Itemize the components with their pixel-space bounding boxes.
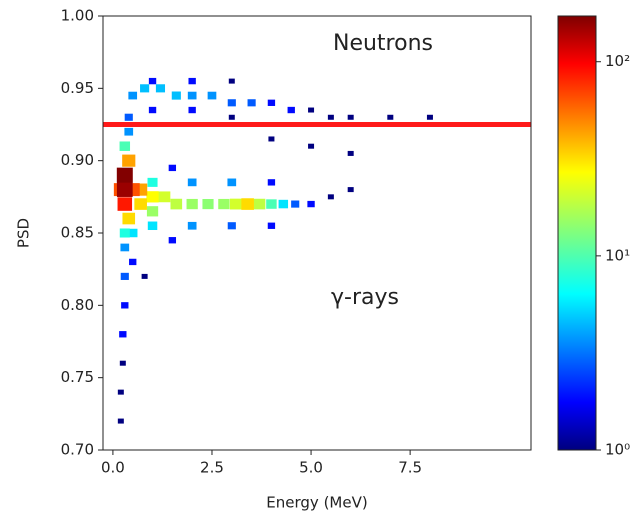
x-axis-label: Energy (MeV)	[266, 494, 367, 512]
colorbar-tick-label: 10²	[605, 52, 630, 70]
colorbar	[558, 16, 596, 450]
cell	[253, 198, 266, 210]
cell	[148, 106, 157, 114]
cell	[141, 273, 148, 279]
cell	[287, 106, 295, 114]
cell	[127, 228, 138, 238]
cell	[187, 91, 197, 100]
cell	[278, 199, 289, 209]
cell	[387, 114, 394, 120]
cell	[266, 199, 277, 209]
cell	[170, 198, 183, 210]
plot-frame	[102, 15, 532, 451]
colorbar-tick-label: 10⁰	[605, 441, 630, 459]
cell	[146, 206, 159, 217]
cell	[291, 200, 300, 208]
cell	[207, 91, 217, 100]
cell	[119, 360, 126, 366]
cell	[347, 187, 354, 193]
cell	[171, 91, 181, 100]
cell	[227, 178, 237, 187]
cell	[227, 222, 236, 230]
cell	[119, 141, 131, 151]
cell	[268, 136, 275, 142]
cell	[186, 198, 198, 210]
cell	[218, 198, 230, 210]
cell	[128, 91, 138, 100]
cell	[119, 331, 127, 338]
x-tick-label: 7.5	[398, 459, 422, 477]
colorbar-tick-label: 10¹	[605, 246, 630, 264]
cell	[327, 194, 334, 200]
cell	[188, 106, 196, 114]
cell	[228, 78, 235, 84]
cell	[117, 197, 133, 211]
cell	[147, 177, 158, 187]
cell	[188, 77, 196, 85]
cell	[146, 191, 159, 203]
cell	[267, 179, 276, 186]
cell	[187, 178, 197, 187]
cell	[347, 150, 354, 156]
cell	[124, 127, 134, 136]
cell	[124, 113, 133, 121]
y-tick-label: 0.70	[61, 441, 94, 459]
cell	[228, 114, 235, 120]
cell	[308, 143, 315, 149]
x-tick-label: 2.5	[200, 459, 224, 477]
cell	[247, 99, 256, 107]
cell	[426, 114, 433, 120]
cell	[120, 243, 130, 252]
colorbar-frame	[557, 15, 597, 451]
cell	[120, 272, 129, 280]
cell	[121, 302, 129, 309]
y-tick-label: 0.80	[61, 296, 94, 314]
cell	[267, 99, 276, 106]
cell	[134, 198, 147, 210]
cell	[122, 212, 136, 225]
y-tick-label: 0.90	[61, 151, 94, 169]
annotation: Neutrons	[333, 31, 433, 56]
cell	[202, 199, 214, 210]
x-tick-label: 5.0	[299, 459, 323, 477]
cell	[117, 418, 124, 424]
cell	[116, 167, 133, 183]
cell	[147, 221, 158, 231]
y-axis-label: PSD	[15, 218, 33, 248]
cell	[267, 222, 276, 229]
cell	[140, 84, 150, 93]
y-tick-label: 0.75	[61, 368, 94, 386]
cell	[168, 237, 177, 244]
cell	[187, 221, 197, 230]
cell	[168, 164, 177, 172]
y-tick-label: 0.95	[61, 79, 94, 97]
cell	[158, 191, 171, 203]
annotation: γ-rays	[331, 285, 399, 310]
cell	[347, 114, 354, 120]
cell	[122, 154, 136, 167]
x-tick-label: 0.0	[101, 459, 125, 477]
cell	[308, 107, 315, 113]
y-tick-label: 0.85	[61, 224, 94, 242]
cell	[241, 198, 254, 210]
cell	[227, 99, 236, 107]
cell	[148, 77, 157, 85]
cell	[307, 200, 315, 208]
cell	[155, 84, 166, 93]
cell	[129, 258, 137, 266]
cell	[117, 389, 124, 395]
y-tick-label: 1.00	[61, 7, 94, 25]
cell	[116, 182, 133, 197]
cell	[119, 228, 130, 238]
cell	[327, 114, 334, 120]
cell	[229, 198, 242, 210]
